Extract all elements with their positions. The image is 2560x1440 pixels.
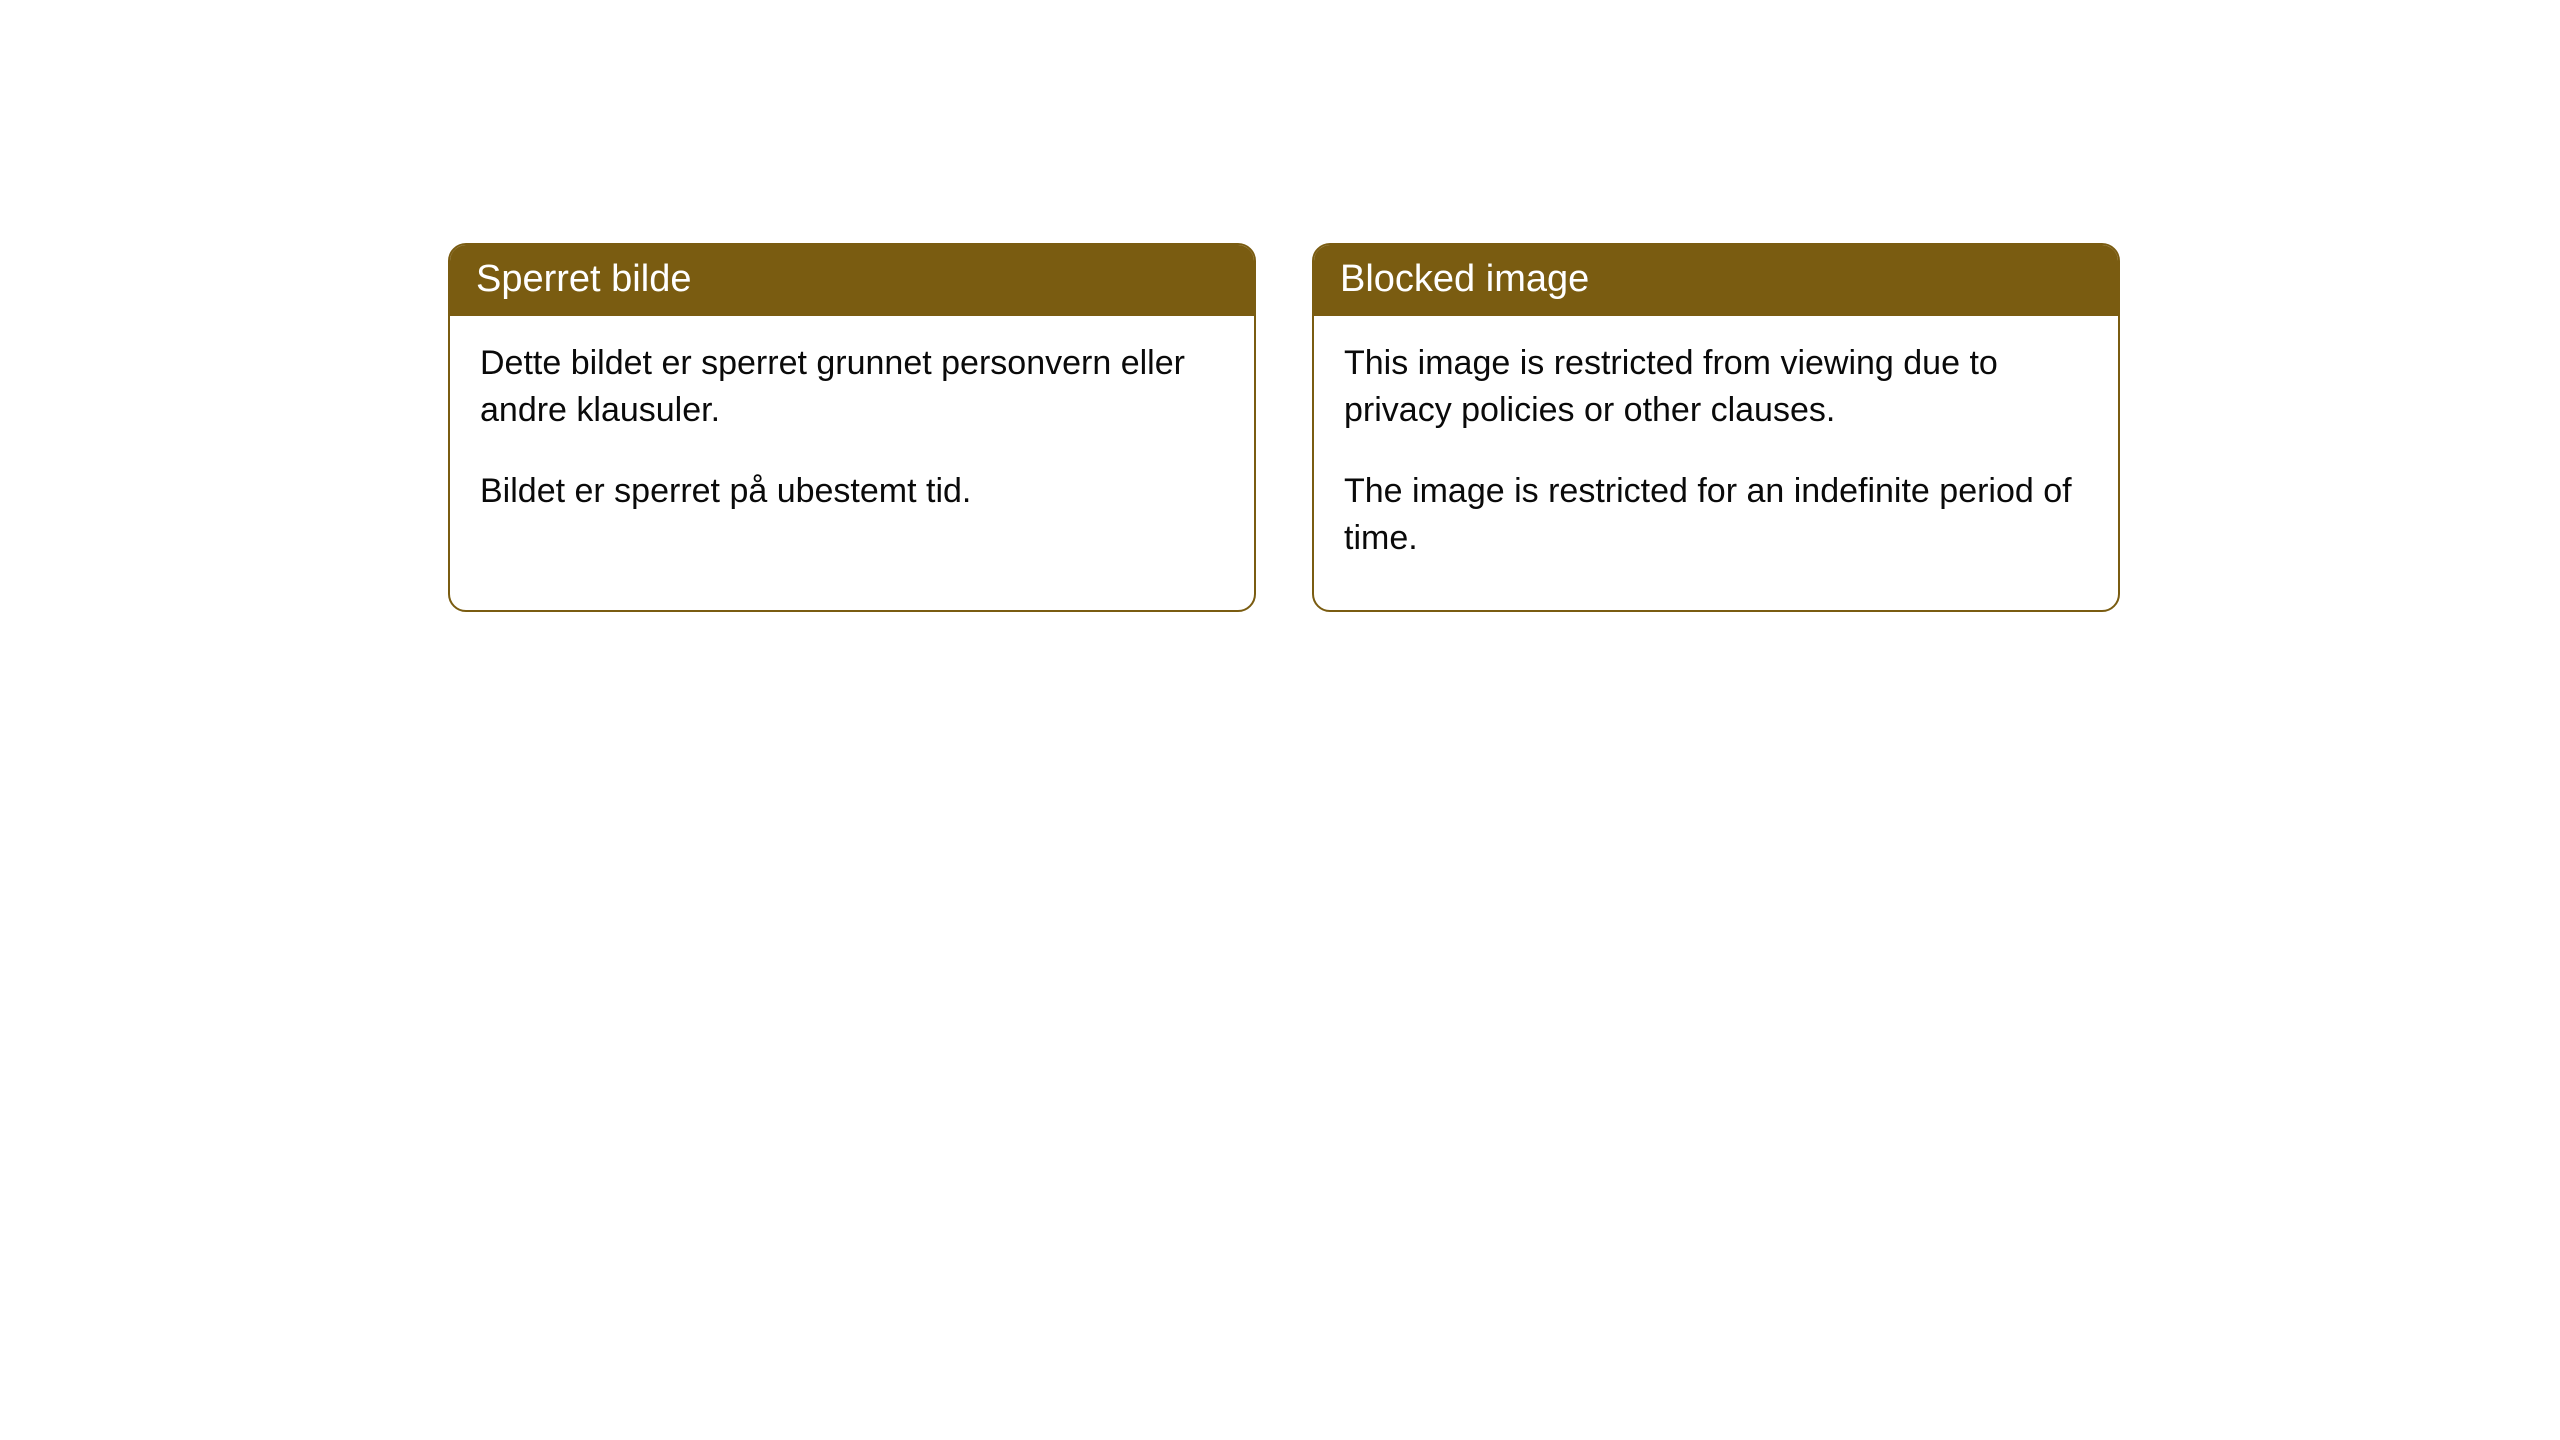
card-paragraph: Dette bildet er sperret grunnet personve… [480,340,1224,434]
blocked-image-card-no: Sperret bilde Dette bildet er sperret gr… [448,243,1256,612]
notice-cards-container: Sperret bilde Dette bildet er sperret gr… [0,0,2560,612]
blocked-image-card-en: Blocked image This image is restricted f… [1312,243,2120,612]
card-paragraph: Bildet er sperret på ubestemt tid. [480,468,1224,515]
card-header-en: Blocked image [1314,245,2118,316]
card-paragraph: This image is restricted from viewing du… [1344,340,2088,434]
card-body-no: Dette bildet er sperret grunnet personve… [450,316,1254,563]
card-paragraph: The image is restricted for an indefinit… [1344,468,2088,562]
card-body-en: This image is restricted from viewing du… [1314,316,2118,610]
card-header-no: Sperret bilde [450,245,1254,316]
